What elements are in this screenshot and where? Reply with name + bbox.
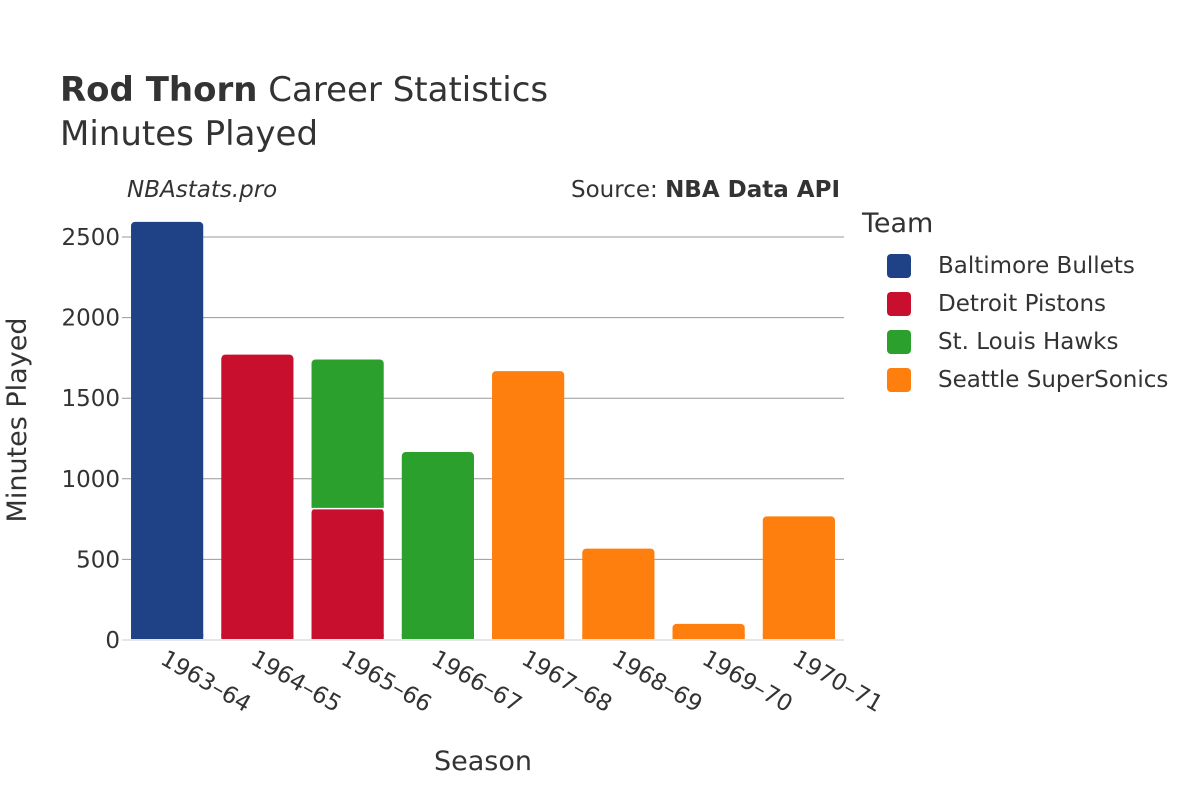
y-tick-label: 1000 bbox=[61, 467, 120, 493]
legend-label: Baltimore Bullets bbox=[938, 253, 1135, 279]
bar-rounded bbox=[311, 508, 384, 640]
x-tick-label: 1970–71 bbox=[788, 646, 887, 718]
y-tick-label: 1500 bbox=[61, 386, 120, 412]
y-axis-title: Minutes Played bbox=[2, 318, 33, 523]
bar-segment[interactable] bbox=[311, 359, 384, 510]
x-tick-label: 1964–65 bbox=[246, 646, 345, 718]
x-tick-label: 1963–64 bbox=[156, 646, 255, 718]
bar-segment[interactable] bbox=[311, 508, 384, 640]
bar-base bbox=[401, 634, 474, 640]
bar-rounded bbox=[762, 516, 835, 640]
y-tick-label: 2500 bbox=[61, 225, 120, 251]
bar-segment[interactable] bbox=[582, 548, 655, 640]
source-name: NBA Data API bbox=[665, 177, 840, 203]
bar-segment[interactable] bbox=[401, 452, 474, 640]
bar-segment[interactable] bbox=[131, 221, 204, 640]
x-tick-label: 1965–66 bbox=[337, 646, 436, 718]
x-tick-label: 1969–70 bbox=[698, 646, 797, 718]
legend-swatch bbox=[887, 330, 911, 354]
x-tick-label: 1966–67 bbox=[427, 646, 526, 718]
x-tick-label: 1968–69 bbox=[607, 646, 706, 718]
bar-base bbox=[311, 502, 384, 509]
bar-rounded bbox=[131, 221, 204, 640]
bar-base bbox=[311, 634, 384, 640]
bar-rounded bbox=[311, 359, 384, 509]
legend-item-baltimore-bullets[interactable]: Baltimore Bullets bbox=[862, 247, 1168, 285]
legend-item-seattle-supersonics[interactable]: Seattle SuperSonics bbox=[862, 361, 1168, 399]
y-tick-label: 2000 bbox=[61, 306, 120, 332]
bar-rounded bbox=[492, 371, 565, 640]
bar-rounded bbox=[582, 548, 655, 640]
legend-swatch bbox=[887, 254, 911, 278]
bar-base bbox=[221, 634, 294, 640]
bar-segment[interactable] bbox=[672, 623, 745, 640]
y-tick-label: 500 bbox=[76, 547, 120, 573]
legend: Team Baltimore Bullets Detroit Pistons S… bbox=[862, 208, 1168, 399]
legend-label: St. Louis Hawks bbox=[938, 329, 1119, 355]
bar-segment[interactable] bbox=[221, 354, 294, 640]
chart-subtitle: Minutes Played bbox=[60, 114, 319, 154]
bar-rounded bbox=[401, 452, 474, 640]
bar-segment[interactable] bbox=[492, 371, 565, 640]
legend-swatch bbox=[887, 292, 911, 316]
x-axis-title: Season bbox=[434, 746, 532, 777]
x-tick-label: 1967–68 bbox=[517, 646, 616, 718]
watermark: NBAstats.pro bbox=[127, 177, 278, 203]
y-tick-label: 0 bbox=[105, 628, 120, 654]
player-name: Rod Thorn bbox=[60, 70, 258, 110]
legend-item-detroit-pistons[interactable]: Detroit Pistons bbox=[862, 285, 1168, 323]
bar-segment[interactable] bbox=[762, 516, 835, 640]
legend-swatch bbox=[887, 368, 911, 392]
title-rest: Career Statistics bbox=[257, 70, 549, 110]
bar-base bbox=[131, 634, 204, 640]
legend-label: Seattle SuperSonics bbox=[938, 367, 1169, 393]
bar-base bbox=[582, 634, 655, 640]
legend-item-st-louis-hawks[interactable]: St. Louis Hawks bbox=[862, 323, 1168, 361]
bar-base bbox=[672, 634, 745, 640]
source-credit: Source: NBA Data API bbox=[571, 177, 840, 203]
bar-rounded bbox=[221, 354, 294, 640]
source-prefix: Source: bbox=[571, 177, 666, 203]
bar-base bbox=[492, 634, 565, 640]
legend-label: Detroit Pistons bbox=[938, 291, 1107, 317]
bar-base bbox=[762, 634, 835, 640]
chart-title: Rod Thorn Career Statistics bbox=[60, 68, 548, 112]
legend-title: Team bbox=[862, 208, 934, 239]
